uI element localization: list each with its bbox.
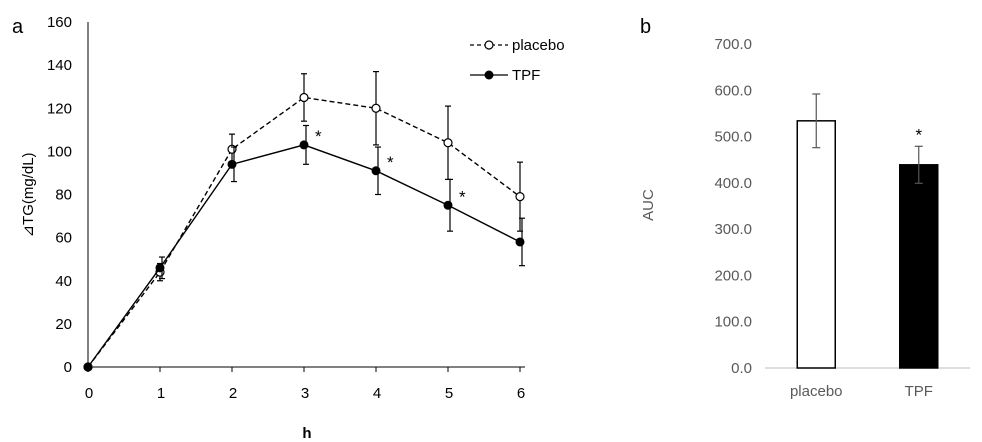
panel-b: b 0.0 100.0 200.0 300.0 400.0 500.0 600.0 700.0… — [640, 16, 970, 400]
data-point-tpf — [371, 166, 381, 176]
panel-a-series: * * * — [83, 70, 525, 372]
panel-b-category-labels: placebo TPF — [790, 383, 933, 400]
category-label-placebo: placebo — [790, 383, 843, 400]
bar-placebo — [796, 120, 836, 369]
panel-a-label: a — [12, 16, 24, 38]
panel-a-y-tick-label: 0 — [64, 359, 72, 376]
data-point-tpf — [299, 140, 309, 150]
panel-a-y-tick-label: 20 — [55, 316, 72, 333]
panel-a-x-axis-title: h — [302, 425, 311, 442]
significance-marker: * — [387, 153, 394, 172]
panel-a-y-tick-label: 60 — [55, 230, 72, 247]
panel-b-y-tick-label: 400.0 — [714, 175, 752, 192]
panel-a-x-tick-label: 6 — [517, 385, 525, 402]
panel-a-x-tick-marks — [87, 367, 521, 372]
data-point-tpf — [515, 237, 525, 247]
significance-marker: * — [315, 127, 322, 146]
legend-placebo-marker — [484, 40, 494, 50]
panel-a-x-tick-label: 4 — [373, 385, 381, 402]
panel-b-y-tick-label: 0.0 — [731, 360, 752, 377]
panel-a-y-tick-label: 100 — [47, 143, 72, 160]
panel-b-y-axis-title: AUC — [640, 189, 657, 221]
panel-a-x-tick-label: 1 — [157, 385, 165, 402]
panel-a-y-tick-label: 140 — [47, 57, 72, 74]
data-point-tpf — [443, 200, 453, 210]
panel-a-y-tick-label: 120 — [47, 100, 72, 117]
panel-b-y-tick-label: 100.0 — [714, 314, 752, 331]
legend-tpf-label: TPF — [512, 67, 540, 84]
data-point-placebo — [371, 103, 381, 113]
panel-a-y-tick-label: 40 — [55, 273, 72, 290]
panel-a-y-tick-labels: 0 20 40 60 80 100 120 140 160 — [47, 14, 72, 376]
significance-marker: * — [459, 187, 466, 206]
data-point-tpf — [155, 263, 165, 273]
panel-b-y-tick-label: 500.0 — [714, 129, 752, 146]
panel-a-x-tick-label: 0 — [85, 385, 93, 402]
panel-a-x-tick-label: 5 — [445, 385, 453, 402]
category-label-tpf: TPF — [905, 383, 933, 400]
panel-a-x-tick-labels: 0 1 2 3 4 5 6 — [85, 385, 525, 402]
legend-placebo-label: placebo — [512, 37, 565, 54]
panel-a-y-axis-title: ⊿TG(mg/dL) — [20, 152, 37, 237]
legend-tpf-marker — [484, 70, 494, 80]
panel-a-x-tick-label: 2 — [229, 385, 237, 402]
data-point-placebo — [443, 138, 453, 148]
data-point-placebo — [299, 92, 309, 103]
data-point-placebo — [515, 192, 525, 202]
panel-a-legend: placebo TPF — [470, 37, 565, 84]
panel-b-y-tick-label: 300.0 — [714, 221, 752, 238]
series-line-tpf — [87, 144, 521, 368]
significance-marker: * — [915, 125, 922, 144]
panel-b-y-tick-label: 700.0 — [714, 36, 752, 53]
panel-b-label: b — [640, 16, 651, 38]
panel-a: a 0 20 40 60 80 100 120 140 160 0 1 2 3 4 5 6 ⊿TG(mg/d… — [12, 14, 565, 442]
data-point-tpf — [83, 362, 93, 372]
panel-a-y-tick-label: 80 — [55, 187, 72, 204]
data-point-placebo — [227, 144, 237, 154]
panel-b-y-tick-labels: 0.0 100.0 200.0 300.0 400.0 500.0 600.0 700.0 — [714, 36, 752, 377]
panel-b-y-tick-label: 600.0 — [714, 82, 752, 99]
panel-a-x-tick-label: 3 — [301, 385, 309, 402]
panel-b-y-tick-label: 200.0 — [714, 267, 752, 284]
series-line-placebo — [87, 96, 521, 368]
bar-tpf — [899, 164, 939, 369]
panel-b-bars: * — [796, 93, 939, 369]
panel-a-y-tick-label: 160 — [47, 14, 72, 31]
data-point-tpf — [227, 159, 237, 169]
